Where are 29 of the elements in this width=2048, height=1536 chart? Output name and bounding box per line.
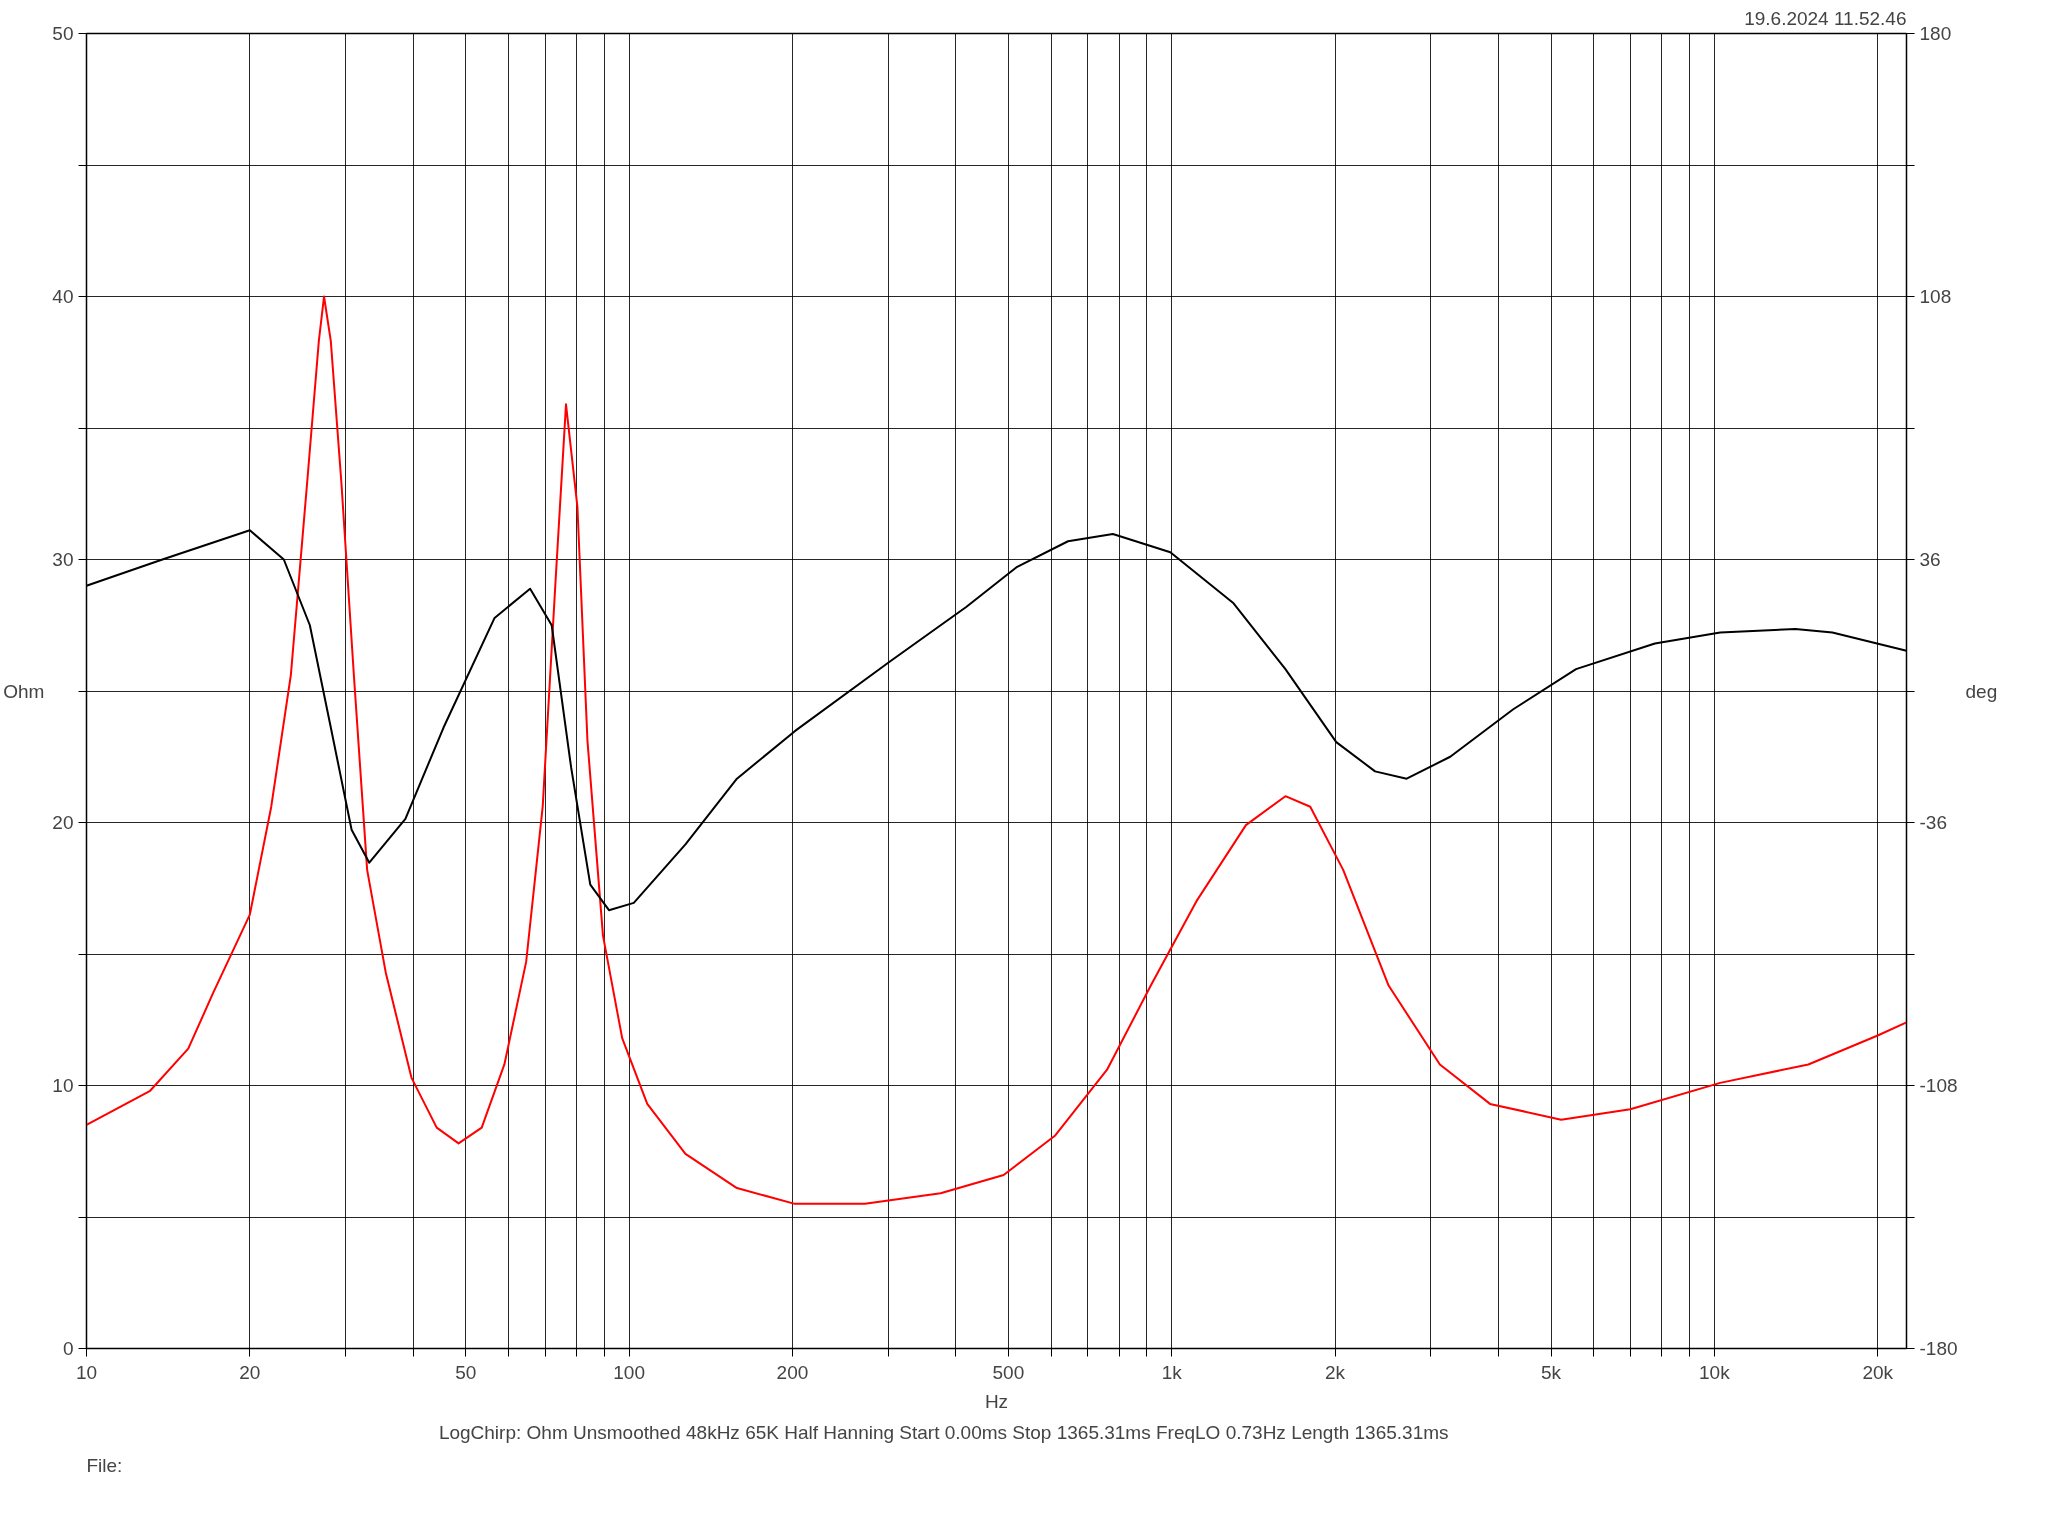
x-tick-label: 5k — [1540, 1361, 1562, 1383]
y2-tick-label: -108 — [1919, 1075, 1958, 1096]
text: 19.6.2024 11.52.46 — [1744, 7, 1907, 29]
x-tick-label: 1k — [1161, 1361, 1183, 1383]
x-tick-label: 10 — [75, 1361, 98, 1383]
y-tick-label: 20 — [52, 812, 74, 833]
x-axis-title: Hz — [984, 1390, 1009, 1412]
x-tick-label: 2k — [1325, 1361, 1346, 1383]
x-tick-label: 20 — [239, 1361, 261, 1383]
y2-tick-label: 108 — [1919, 286, 1952, 307]
x-tick-label: 10k — [1699, 1361, 1731, 1383]
y-tick-label: 50 — [52, 23, 74, 44]
text: File: — [86, 1454, 123, 1476]
x-tick-label: 20k — [1862, 1361, 1894, 1383]
y-tick-label: 30 — [52, 549, 74, 570]
y2-tick-label: 180 — [1919, 23, 1952, 44]
x-tick-label: 50 — [455, 1361, 477, 1383]
x-tick-label: 500 — [992, 1361, 1025, 1383]
y-axis-title: Ohm — [3, 680, 45, 702]
y2-tick-label: -180 — [1919, 1338, 1958, 1359]
x-tick-label: 100 — [613, 1361, 645, 1383]
y2-tick-label: 36 — [1919, 549, 1941, 570]
y2-tick-label: -36 — [1919, 812, 1947, 833]
y2-axis-title: deg — [1965, 680, 1998, 702]
y-tick-label: 0 — [62, 1338, 74, 1359]
y-tick-label: 10 — [52, 1075, 74, 1096]
x-tick-label: 200 — [776, 1361, 809, 1383]
y-tick-label: 40 — [52, 286, 74, 307]
text: LogChirp: Ohm Unsmoothed 48kHz 65K Half Hanning Start 0.00ms Stop 1365.31ms FreqLO 0.73Hz Length 1365.31ms — [438, 1421, 1449, 1443]
